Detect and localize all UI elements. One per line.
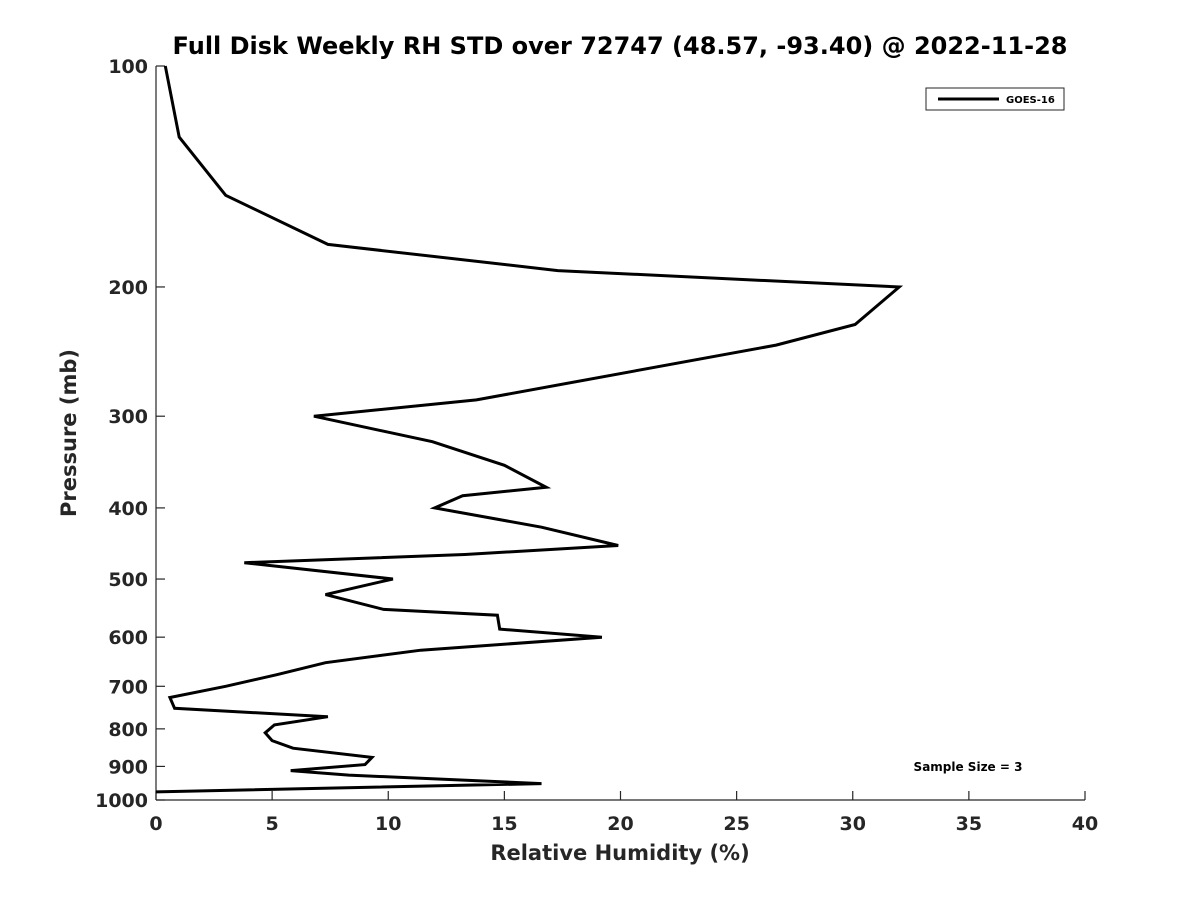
plot-area xyxy=(155,66,1085,801)
x-tick-label: 0 xyxy=(149,813,162,835)
x-tick-label: 40 xyxy=(1072,813,1098,835)
y-tick-label: 1000 xyxy=(95,790,148,812)
x-tick-label: 20 xyxy=(607,813,633,835)
legend: GOES-16 xyxy=(925,87,1065,111)
x-tick-label: 15 xyxy=(491,813,517,835)
chart-title: Full Disk Weekly RH STD over 72747 (48.5… xyxy=(173,32,1068,60)
y-tick-label: 500 xyxy=(108,569,148,591)
x-tick-label: 35 xyxy=(956,813,982,835)
x-axis-label: Relative Humidity (%) xyxy=(490,841,749,865)
series-line-goes-16 xyxy=(155,65,904,794)
x-axis: 0 5 10 15 20 25 30 35 40 xyxy=(149,791,1098,835)
y-tick-label: 700 xyxy=(108,676,148,698)
y-axis-label: Pressure (mb) xyxy=(57,349,81,517)
y-tick-label: 100 xyxy=(108,56,148,78)
x-tick-label: 10 xyxy=(375,813,401,835)
x-tick-label: 5 xyxy=(266,813,279,835)
legend-entry: GOES-16 xyxy=(1006,95,1055,106)
y-tick-label: 800 xyxy=(108,719,148,741)
y-tick-label: 400 xyxy=(108,498,148,520)
y-tick-label: 900 xyxy=(108,756,148,778)
y-tick-label: 300 xyxy=(108,406,148,428)
y-tick-label: 200 xyxy=(108,277,148,299)
y-tick-label: 600 xyxy=(108,627,148,649)
x-tick-label: 30 xyxy=(840,813,866,835)
sample-size-annotation: Sample Size = 3 xyxy=(914,760,1023,774)
y-axis: 100 200 300 400 500 600 700 800 900 1000 xyxy=(95,56,165,812)
x-tick-label: 25 xyxy=(723,813,749,835)
series-layer xyxy=(155,65,904,794)
